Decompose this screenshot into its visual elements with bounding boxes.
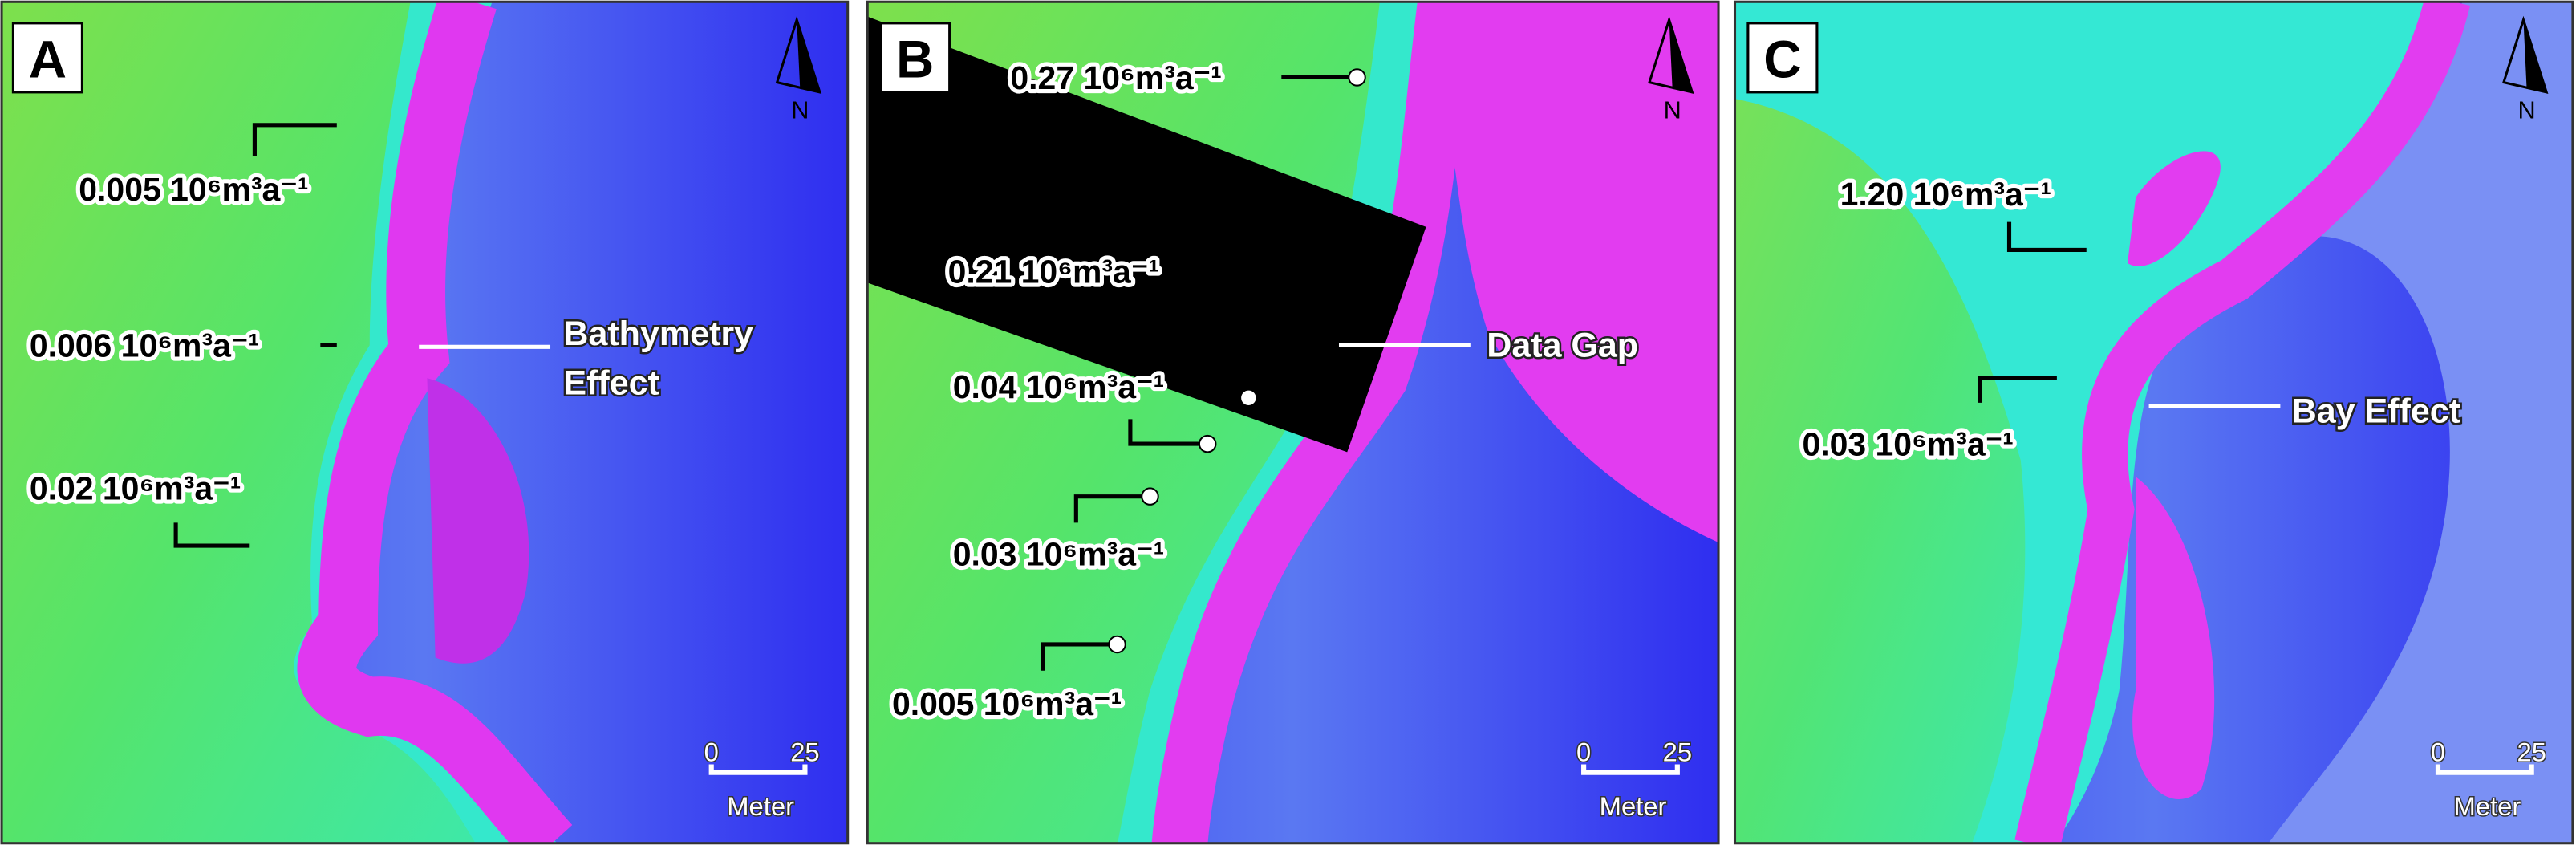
- scale-end: 25: [790, 737, 819, 766]
- flux-label: 0.03 10⁶m³a⁻¹: [1802, 425, 2013, 462]
- north-arrow-fill: [1669, 19, 1693, 92]
- panel-border: [866, 0, 1720, 845]
- callout-label: Bathymetry: [563, 315, 753, 353]
- map-panel-c: [1734, 2, 2573, 843]
- panel-letter: B: [896, 30, 934, 88]
- sample-point: [1348, 68, 1366, 87]
- flux-label: 0.02 10⁶m³a⁻¹: [30, 470, 241, 507]
- scale-start: 0: [2431, 737, 2445, 766]
- leader-line: [173, 522, 250, 548]
- leader-line: [1073, 494, 1150, 523]
- flux-label: 0.005 10⁶m³a⁻¹: [79, 171, 308, 208]
- panel-letter: C: [1763, 30, 1801, 88]
- flux-label: 0.04 10⁶m³a⁻¹: [953, 368, 1164, 405]
- scale-bar: [2435, 764, 2534, 775]
- scale-unit: Meter: [727, 791, 794, 821]
- callout-label: Bay Effect: [2292, 392, 2460, 431]
- panel-letter: A: [29, 30, 67, 88]
- panel-letter-box: [879, 22, 951, 94]
- sample-point: [1239, 388, 1258, 408]
- north-label: N: [1664, 96, 1681, 124]
- north-arrow-fill: [797, 19, 820, 92]
- panel-border: [0, 0, 850, 845]
- scale-start: 0: [1576, 737, 1591, 766]
- callout-label: Effect: [563, 364, 659, 403]
- scale-bar: [708, 764, 808, 775]
- map-panel-b: [867, 2, 1719, 843]
- scale-unit: Meter: [1600, 791, 1667, 821]
- flux-label: 0.006 10⁶m³a⁻¹: [30, 327, 259, 364]
- panel-letter-box: [11, 22, 83, 94]
- leader-line: [2006, 221, 2087, 253]
- sample-point: [1108, 635, 1126, 654]
- sample-point: [1198, 434, 1217, 453]
- scale-bar: [1581, 764, 1680, 775]
- panel-border: [1733, 0, 2574, 845]
- leader-line: [1128, 419, 1208, 446]
- leader-line: [252, 123, 337, 156]
- map-panel-a: [2, 2, 848, 843]
- scale-unit: Meter: [2454, 791, 2521, 821]
- callout-label: Data Gap: [1487, 327, 1638, 365]
- scale-start: 0: [704, 737, 719, 766]
- scale-end: 25: [2517, 737, 2546, 766]
- flux-label: 0.21 10⁶m³a⁻¹: [948, 253, 1159, 290]
- panel-letter-box: [1746, 22, 1819, 94]
- leader-line: [1978, 376, 2057, 403]
- flux-label: 0.03 10⁶m³a⁻¹: [953, 536, 1164, 573]
- flux-label: 1.20 10⁶m³a⁻¹: [1840, 176, 2051, 213]
- scale-end: 25: [1663, 737, 1692, 766]
- flux-label: 0.27 10⁶m³a⁻¹: [1010, 59, 1221, 96]
- leader-line: [1041, 642, 1118, 671]
- north-label: N: [791, 96, 809, 124]
- sample-point: [1141, 487, 1159, 506]
- north-arrow-fill: [2523, 19, 2547, 92]
- north-label: N: [2517, 96, 2535, 124]
- flux-label: 0.005 10⁶m³a⁻¹: [892, 685, 1122, 722]
- leader-line: [1223, 272, 1251, 395]
